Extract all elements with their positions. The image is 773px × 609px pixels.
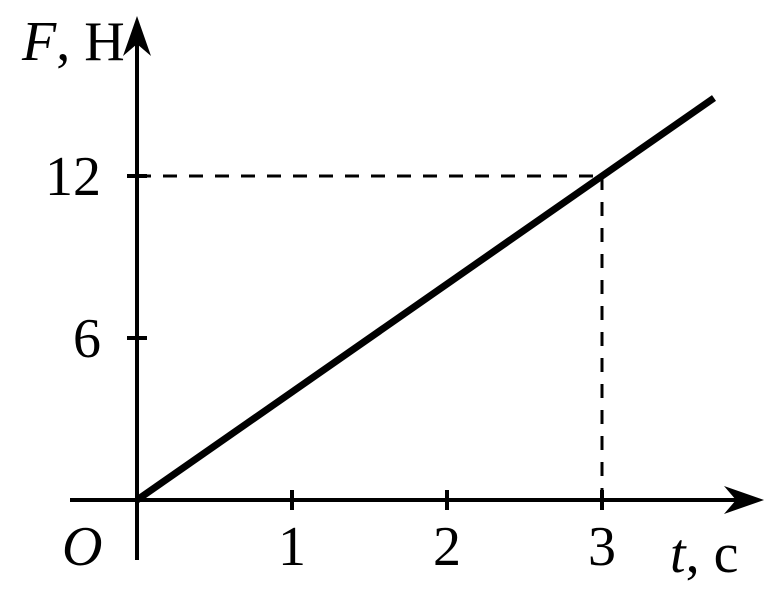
y-axis-var: F [21,11,57,73]
x-tick-label-2: 2 [433,516,461,578]
y-axis-sep: , [56,11,84,73]
origin-label: O [62,516,102,578]
data-series-line [137,98,714,500]
y-axis-label: F, Н [21,11,125,73]
x-axis-label: t, с [670,523,738,585]
x-tick-label-1: 1 [278,516,306,578]
x-axis-var: t [670,523,687,585]
y-tick-label-12: 12 [45,146,101,208]
x-axis-unit: с [714,523,739,585]
x-tick-label-3: 3 [588,516,616,578]
y-tick-label-6: 6 [73,308,101,370]
x-axis-sep: , [686,523,714,585]
force-time-chart: F, Н 12 6 O 1 2 3 t, с [0,0,773,609]
y-axis-unit: Н [84,11,124,73]
